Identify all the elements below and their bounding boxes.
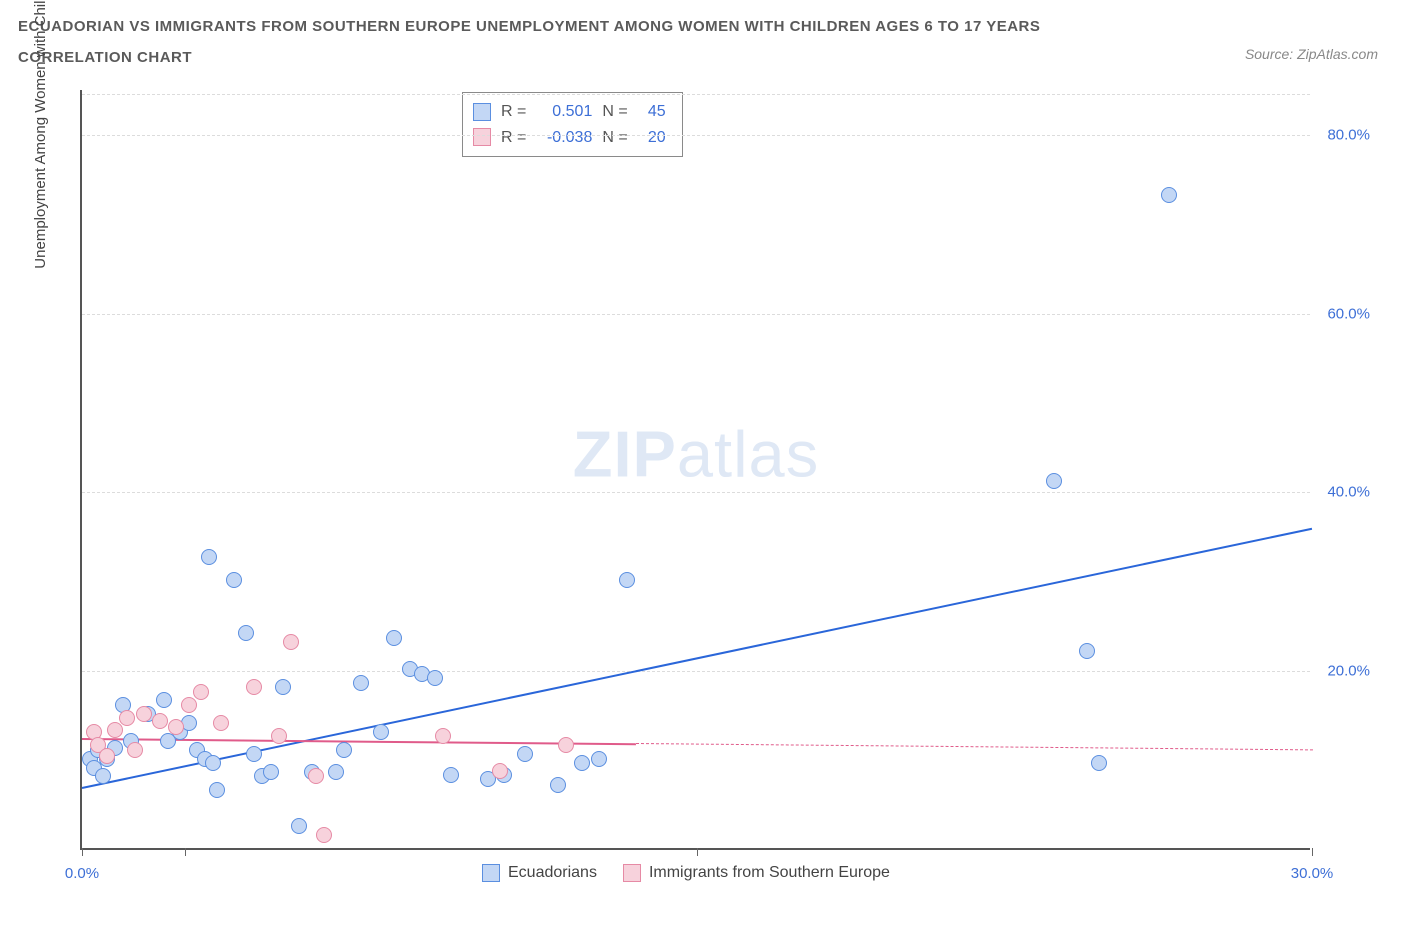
data-point <box>291 818 307 834</box>
x-tick <box>697 848 698 856</box>
correlation-legend: R = 0.501 N = 45 R = -0.038 N = 20 <box>462 92 683 157</box>
data-point <box>213 715 229 731</box>
legend-label-1: Immigrants from Southern Europe <box>649 864 890 882</box>
series-legend: Ecuadorians Immigrants from Southern Eur… <box>482 864 890 882</box>
y-tick-label: 60.0% <box>1315 305 1370 322</box>
gridline-h <box>82 314 1310 315</box>
chart-title-line1: ECUADORIAN VS IMMIGRANTS FROM SOUTHERN E… <box>18 18 1406 35</box>
data-point <box>193 684 209 700</box>
source-attribution: Source: ZipAtlas.com <box>1245 46 1378 62</box>
y-axis-label: Unemployment Among Women with Children A… <box>32 0 49 269</box>
x-tick-label: 0.0% <box>65 865 99 882</box>
legend-swatch-0 <box>473 103 491 121</box>
legend-n-value-1: 20 <box>638 125 666 151</box>
x-tick <box>82 848 83 856</box>
data-point <box>95 768 111 784</box>
legend-swatch-bottom-1 <box>623 864 641 882</box>
data-point <box>136 706 152 722</box>
data-point <box>328 764 344 780</box>
data-point <box>246 679 262 695</box>
data-point <box>205 755 221 771</box>
legend-item-1: Immigrants from Southern Europe <box>623 864 890 882</box>
legend-swatch-1 <box>473 128 491 146</box>
data-point <box>1046 473 1062 489</box>
data-point <box>201 549 217 565</box>
data-point <box>574 755 590 771</box>
watermark: ZIPatlas <box>573 416 819 491</box>
data-point <box>263 764 279 780</box>
data-point <box>443 767 459 783</box>
data-point <box>283 634 299 650</box>
legend-row-series-0: R = 0.501 N = 45 <box>473 99 666 125</box>
legend-item-0: Ecuadorians <box>482 864 597 882</box>
legend-r-value-1: -0.038 <box>536 125 592 151</box>
data-point <box>209 782 225 798</box>
plot-area: ZIPatlas R = 0.501 N = 45 R = -0.038 N =… <box>80 90 1310 850</box>
data-point <box>226 572 242 588</box>
data-point <box>156 692 172 708</box>
y-tick-label: 40.0% <box>1315 484 1370 501</box>
data-point <box>107 722 123 738</box>
legend-n-label-0: N = <box>602 99 627 125</box>
legend-n-value-0: 45 <box>638 99 666 125</box>
x-tick <box>1312 848 1313 856</box>
data-point <box>517 746 533 762</box>
data-point <box>246 746 262 762</box>
data-point <box>1161 187 1177 203</box>
data-point <box>427 670 443 686</box>
legend-r-label-1: R = <box>501 125 526 151</box>
data-point <box>152 713 168 729</box>
data-point <box>119 710 135 726</box>
data-point <box>1091 755 1107 771</box>
y-tick-label: 20.0% <box>1315 663 1370 680</box>
gridline-h <box>82 94 1310 95</box>
data-point <box>271 728 287 744</box>
chart-container: Unemployment Among Women with Children A… <box>40 82 1380 882</box>
data-point <box>336 742 352 758</box>
data-point <box>316 827 332 843</box>
data-point <box>373 724 389 740</box>
gridline-h <box>82 135 1310 136</box>
y-tick-label: 80.0% <box>1315 126 1370 143</box>
x-tick <box>185 848 186 856</box>
data-point <box>386 630 402 646</box>
data-point <box>168 719 184 735</box>
data-point <box>181 697 197 713</box>
legend-swatch-bottom-0 <box>482 864 500 882</box>
data-point <box>275 679 291 695</box>
data-point <box>550 777 566 793</box>
data-point <box>619 572 635 588</box>
data-point <box>238 625 254 641</box>
data-point <box>353 675 369 691</box>
legend-n-label-1: N = <box>602 125 627 151</box>
trend-line-dashed <box>635 743 1311 750</box>
data-point <box>558 737 574 753</box>
gridline-h <box>82 492 1310 493</box>
legend-row-series-1: R = -0.038 N = 20 <box>473 125 666 151</box>
gridline-h <box>82 671 1310 672</box>
data-point <box>492 763 508 779</box>
legend-label-0: Ecuadorians <box>508 864 597 882</box>
data-point <box>308 768 324 784</box>
x-tick-label: 30.0% <box>1291 865 1334 882</box>
legend-r-value-0: 0.501 <box>536 99 592 125</box>
data-point <box>127 742 143 758</box>
data-point <box>591 751 607 767</box>
data-point <box>99 748 115 764</box>
chart-title-line2: CORRELATION CHART <box>18 49 1406 66</box>
trend-line <box>82 528 1312 789</box>
data-point <box>1079 643 1095 659</box>
data-point <box>435 728 451 744</box>
legend-r-label-0: R = <box>501 99 526 125</box>
